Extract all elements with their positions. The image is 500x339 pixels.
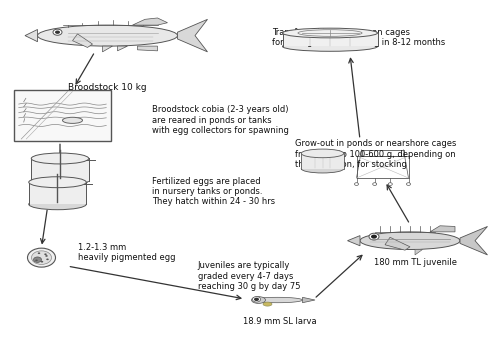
Circle shape — [36, 260, 38, 261]
Circle shape — [44, 254, 47, 255]
Ellipse shape — [360, 232, 460, 250]
Circle shape — [32, 251, 52, 264]
Circle shape — [252, 297, 260, 302]
Ellipse shape — [31, 175, 89, 186]
Circle shape — [41, 261, 43, 262]
Polygon shape — [348, 236, 360, 246]
Circle shape — [354, 183, 358, 185]
Ellipse shape — [301, 164, 344, 173]
Polygon shape — [25, 29, 38, 42]
Ellipse shape — [252, 297, 302, 303]
Text: Transferred to open ocean cages
for final grow-out 6-10 kg in 8-12 months: Transferred to open ocean cages for fina… — [272, 27, 446, 47]
Text: Juveniles are typically
graded every 4-7 days
reaching 30 g by day 75: Juveniles are typically graded every 4-7… — [198, 261, 300, 291]
Polygon shape — [302, 297, 315, 303]
Polygon shape — [118, 46, 128, 51]
Circle shape — [34, 257, 42, 262]
Circle shape — [45, 255, 48, 257]
Polygon shape — [415, 250, 422, 255]
Ellipse shape — [62, 117, 82, 123]
Polygon shape — [385, 237, 410, 250]
Polygon shape — [430, 226, 455, 232]
Polygon shape — [132, 18, 168, 25]
Text: Fertilized eggs are placed
in nursery tanks or ponds.
They hatch within 24 - 30 : Fertilized eggs are placed in nursery ta… — [152, 177, 276, 206]
Polygon shape — [178, 19, 208, 52]
Circle shape — [53, 29, 62, 35]
Ellipse shape — [282, 42, 378, 51]
Circle shape — [46, 259, 49, 260]
Ellipse shape — [38, 25, 177, 46]
Ellipse shape — [282, 28, 378, 38]
Bar — [282, 33, 378, 46]
Ellipse shape — [31, 153, 89, 164]
Bar — [31, 159, 88, 180]
Ellipse shape — [263, 302, 272, 306]
Circle shape — [388, 183, 392, 185]
Text: 18.9 mm SL larva: 18.9 mm SL larva — [243, 317, 317, 326]
Text: Grow-out in ponds or nearshore cages
from 30 g to 100-600 g, depending on
the op: Grow-out in ponds or nearshore cages fro… — [295, 139, 456, 169]
Circle shape — [28, 248, 56, 267]
Ellipse shape — [301, 149, 344, 158]
Circle shape — [406, 183, 410, 185]
Circle shape — [371, 235, 377, 239]
Ellipse shape — [28, 177, 86, 188]
Bar — [28, 182, 86, 204]
Circle shape — [254, 298, 259, 301]
Text: Broodstock 10 kg: Broodstock 10 kg — [68, 83, 147, 92]
Text: 180 mm TL juvenile: 180 mm TL juvenile — [374, 258, 456, 267]
Circle shape — [369, 233, 379, 240]
Polygon shape — [460, 226, 487, 255]
Bar — [301, 153, 344, 168]
Bar — [14, 90, 111, 141]
Polygon shape — [72, 34, 92, 47]
Polygon shape — [138, 46, 158, 51]
Circle shape — [372, 183, 376, 185]
Polygon shape — [102, 46, 113, 52]
Ellipse shape — [28, 199, 86, 210]
Text: 1.2-1.3 mm
heavily pigmented egg: 1.2-1.3 mm heavily pigmented egg — [78, 243, 175, 262]
Text: Broodstock cobia (2-3 years old)
are reared in ponds or tanks
with egg collector: Broodstock cobia (2-3 years old) are rea… — [152, 105, 290, 135]
Ellipse shape — [252, 297, 266, 303]
Circle shape — [55, 31, 60, 34]
Circle shape — [38, 252, 40, 254]
